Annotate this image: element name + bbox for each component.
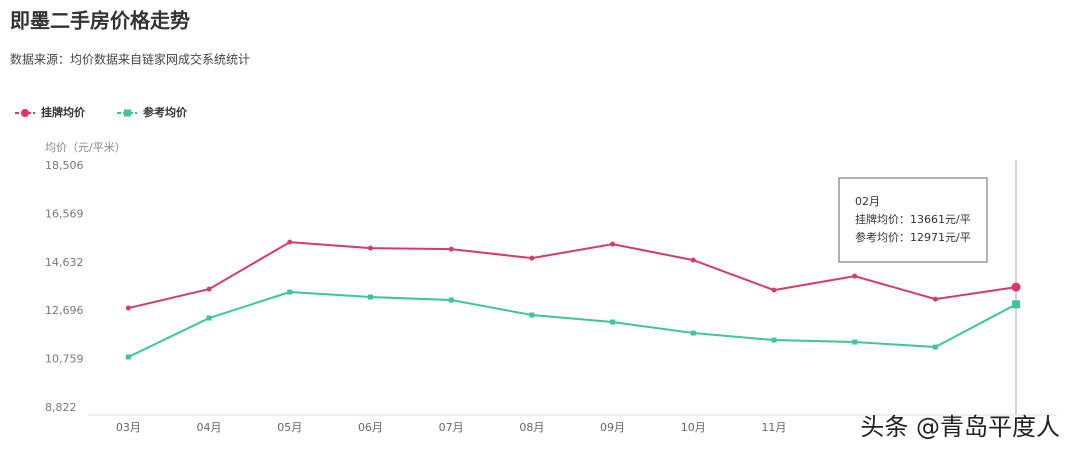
series-line (128, 241, 1017, 310)
x-tick-label: 10月 (681, 421, 706, 434)
watermark: 头条 @青岛平度人 (860, 413, 1060, 441)
point (206, 286, 212, 292)
y-axis-label: 均价（元/平米） (45, 141, 126, 154)
x-tick-label: 07月 (439, 421, 464, 434)
point (771, 337, 777, 343)
point (932, 296, 938, 302)
x-tick-label: 11月 (761, 421, 786, 434)
point (448, 297, 454, 303)
point (690, 330, 696, 336)
x-tick-label: 06月 (358, 421, 383, 434)
point (287, 289, 293, 295)
legend-swatch (21, 109, 29, 117)
point (610, 241, 616, 247)
point (367, 245, 373, 251)
tooltip-title: 02月 (855, 195, 880, 208)
x-tick-label: 08月 (519, 421, 544, 434)
point (852, 273, 858, 279)
point (529, 312, 535, 318)
point (125, 354, 131, 360)
y-tick-label: 16,569 (45, 207, 84, 220)
y-tick-label: 14,632 (45, 256, 84, 269)
x-tick-label: 03月 (116, 421, 141, 434)
point (690, 257, 696, 263)
chart-subtitle: 数据来源：均价数据来自链家网成交系统统计 (10, 52, 250, 67)
point (287, 239, 293, 245)
y-tick-label: 10,759 (45, 353, 84, 366)
point (852, 339, 858, 345)
legend-swatch (124, 109, 131, 117)
chart-title: 即墨二手房价格走势 (10, 9, 190, 33)
tooltip-line: 挂牌均价：13661元/平 (855, 212, 971, 226)
y-tick-label: 12,696 (45, 304, 84, 317)
legend-label: 参考均价 (143, 105, 188, 119)
y-tick-label: 18,506 (45, 159, 84, 172)
point (771, 287, 777, 293)
y-tick-label: 8,822 (45, 401, 77, 414)
point (1011, 282, 1021, 292)
point (1012, 300, 1021, 309)
tooltip (838, 177, 988, 263)
tooltip-line: 参考均价：12971元/平 (855, 230, 971, 244)
point (367, 294, 373, 300)
x-tick-label: 04月 (197, 421, 222, 434)
x-tick-label: 05月 (277, 421, 302, 434)
point (932, 344, 938, 350)
point (125, 305, 131, 311)
legend-label: 挂牌均价 (41, 105, 86, 119)
x-tick-label: 09月 (600, 421, 625, 434)
point (610, 319, 616, 325)
point (206, 315, 212, 321)
point (529, 255, 535, 261)
series-line (127, 291, 1017, 358)
point (448, 246, 454, 252)
